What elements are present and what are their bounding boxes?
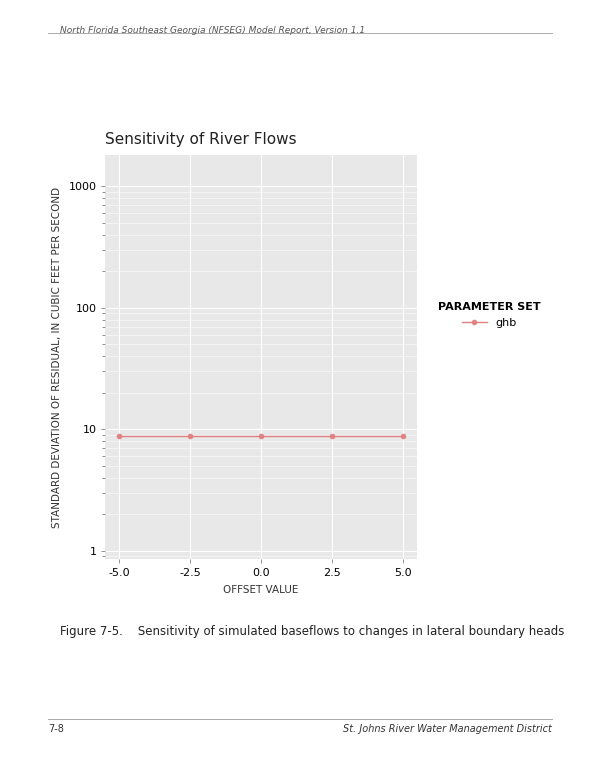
Text: North Florida Southeast Georgia (NFSEG) Model Report, Version 1.1: North Florida Southeast Georgia (NFSEG) … xyxy=(60,26,365,35)
ghb xyxy=(257,431,265,441)
Legend: ghb: ghb xyxy=(438,302,541,328)
Line: ghb: ghb xyxy=(117,433,405,438)
ghb xyxy=(399,431,406,441)
ghb xyxy=(116,431,123,441)
ghb xyxy=(328,431,335,441)
ghb xyxy=(187,431,194,441)
Text: Figure 7-5.    Sensitivity of simulated baseflows to changes in lateral boundary: Figure 7-5. Sensitivity of simulated bas… xyxy=(60,625,565,639)
Y-axis label: STANDARD DEVIATION OF RESIDUAL, IN CUBIC FEET PER SECOND: STANDARD DEVIATION OF RESIDUAL, IN CUBIC… xyxy=(52,186,62,528)
Text: 7-8: 7-8 xyxy=(48,724,64,734)
Text: Sensitivity of River Flows: Sensitivity of River Flows xyxy=(105,132,296,148)
X-axis label: OFFSET VALUE: OFFSET VALUE xyxy=(223,585,299,594)
Text: St. Johns River Water Management District: St. Johns River Water Management Distric… xyxy=(343,724,552,734)
